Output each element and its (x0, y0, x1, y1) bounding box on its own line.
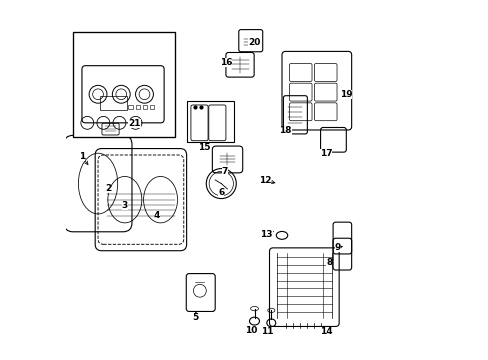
Text: 17: 17 (319, 149, 331, 158)
Text: 15: 15 (198, 143, 210, 152)
Text: 1: 1 (79, 152, 85, 161)
Text: 18: 18 (279, 126, 291, 135)
Bar (187, 102, 233, 143)
Text: 4: 4 (154, 211, 160, 220)
Bar (135, 105, 140, 109)
Bar (73, 32, 175, 137)
Text: 19: 19 (339, 90, 351, 99)
Bar (100, 96, 126, 111)
Text: 20: 20 (248, 38, 260, 47)
Text: 13: 13 (260, 230, 272, 239)
Text: 14: 14 (319, 327, 331, 336)
Bar (142, 105, 147, 109)
Text: 6: 6 (218, 188, 224, 197)
Text: 11: 11 (261, 327, 273, 336)
Text: 2: 2 (105, 184, 111, 193)
Text: 7: 7 (221, 167, 227, 176)
Text: 9: 9 (334, 243, 341, 252)
Text: 21: 21 (128, 119, 141, 128)
Text: 10: 10 (244, 325, 257, 334)
Text: 3: 3 (122, 201, 128, 210)
Bar (149, 105, 154, 109)
Text: 5: 5 (192, 313, 198, 322)
Text: 8: 8 (325, 258, 332, 267)
Bar (128, 105, 132, 109)
Text: 12: 12 (259, 176, 271, 185)
Text: 16: 16 (219, 58, 232, 67)
